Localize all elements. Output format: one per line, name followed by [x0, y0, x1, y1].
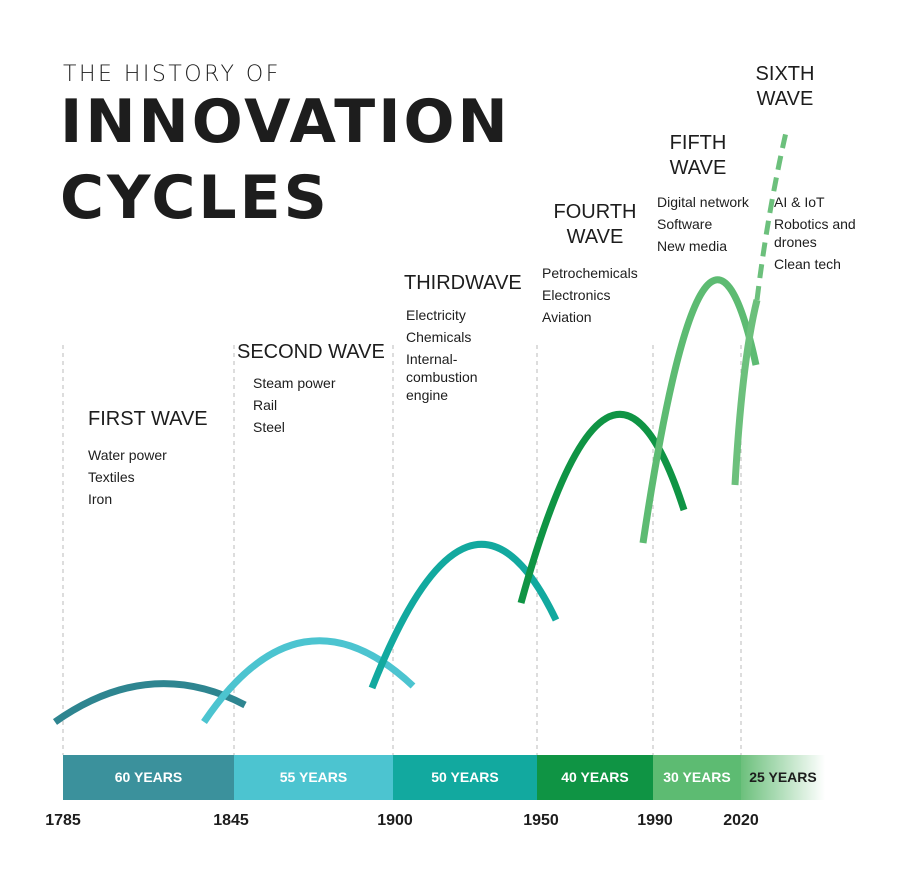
duration-label: 30 YEARS: [663, 769, 731, 785]
wave-item: Robotics and drones: [774, 216, 856, 250]
duration-label: 55 YEARS: [279, 769, 348, 785]
duration-band: [653, 755, 741, 800]
duration-label: 60 YEARS: [114, 769, 183, 785]
wave-item: New media: [657, 238, 728, 254]
wave-item: Iron: [88, 491, 113, 507]
wave-curve: [517, 410, 688, 604]
title-main: CYCLES: [60, 163, 330, 233]
wave-name: SECOND WAVE: [237, 341, 385, 363]
wave-item: Digital network: [657, 194, 749, 210]
wave-item: Chemicals: [406, 329, 472, 345]
year-label: 1785: [45, 812, 81, 829]
duration-band: [393, 755, 537, 800]
duration-band: [63, 755, 234, 800]
wave-curve-projection: [754, 127, 790, 301]
wave-item: Water power: [88, 447, 167, 463]
wave-curve: [639, 276, 760, 544]
wave-item: Aviation: [542, 309, 592, 325]
wave-name: FIRST WAVE: [88, 408, 208, 430]
wave-item: Steel: [253, 419, 285, 435]
wave-item: Internal-combustion engine: [406, 351, 478, 403]
duration-label: 40 YEARS: [561, 769, 629, 785]
duration-band: [741, 755, 825, 800]
wave-item: Petrochemicals: [542, 265, 638, 281]
wave-name: FOURTH WAVE: [553, 201, 637, 248]
wave-item: Rail: [253, 397, 278, 413]
wave-item: Electronics: [542, 287, 611, 303]
title-main: INNOVATION: [60, 87, 511, 157]
wave-name: FIFTH WAVE: [669, 132, 727, 179]
duration-band: [537, 755, 653, 800]
wave-name: SIXTH WAVE: [755, 63, 815, 110]
duration-label: 50 YEARS: [431, 769, 499, 785]
year-label: 1950: [523, 812, 559, 829]
wave-item: Software: [657, 216, 713, 232]
wave-item: Textiles: [88, 469, 135, 485]
wave-curve: [201, 637, 416, 724]
wave-item: Steam power: [253, 375, 336, 391]
year-label: 1900: [377, 812, 413, 829]
wave-curve: [731, 299, 761, 486]
year-label: 1845: [213, 812, 249, 829]
title-line: THE HISTORY OF: [63, 62, 281, 87]
year-label: 1990: [637, 812, 673, 829]
wave-name: THIRDWAVE: [404, 272, 522, 294]
year-label: 2020: [723, 812, 759, 829]
wave-item: Clean tech: [774, 256, 841, 272]
wave-item: AI & IoT: [774, 194, 825, 210]
duration-band: [234, 755, 393, 800]
wave-curve: [368, 540, 560, 690]
duration-label: 25 YEARS: [749, 769, 817, 785]
wave-item: Electricity: [406, 307, 466, 323]
